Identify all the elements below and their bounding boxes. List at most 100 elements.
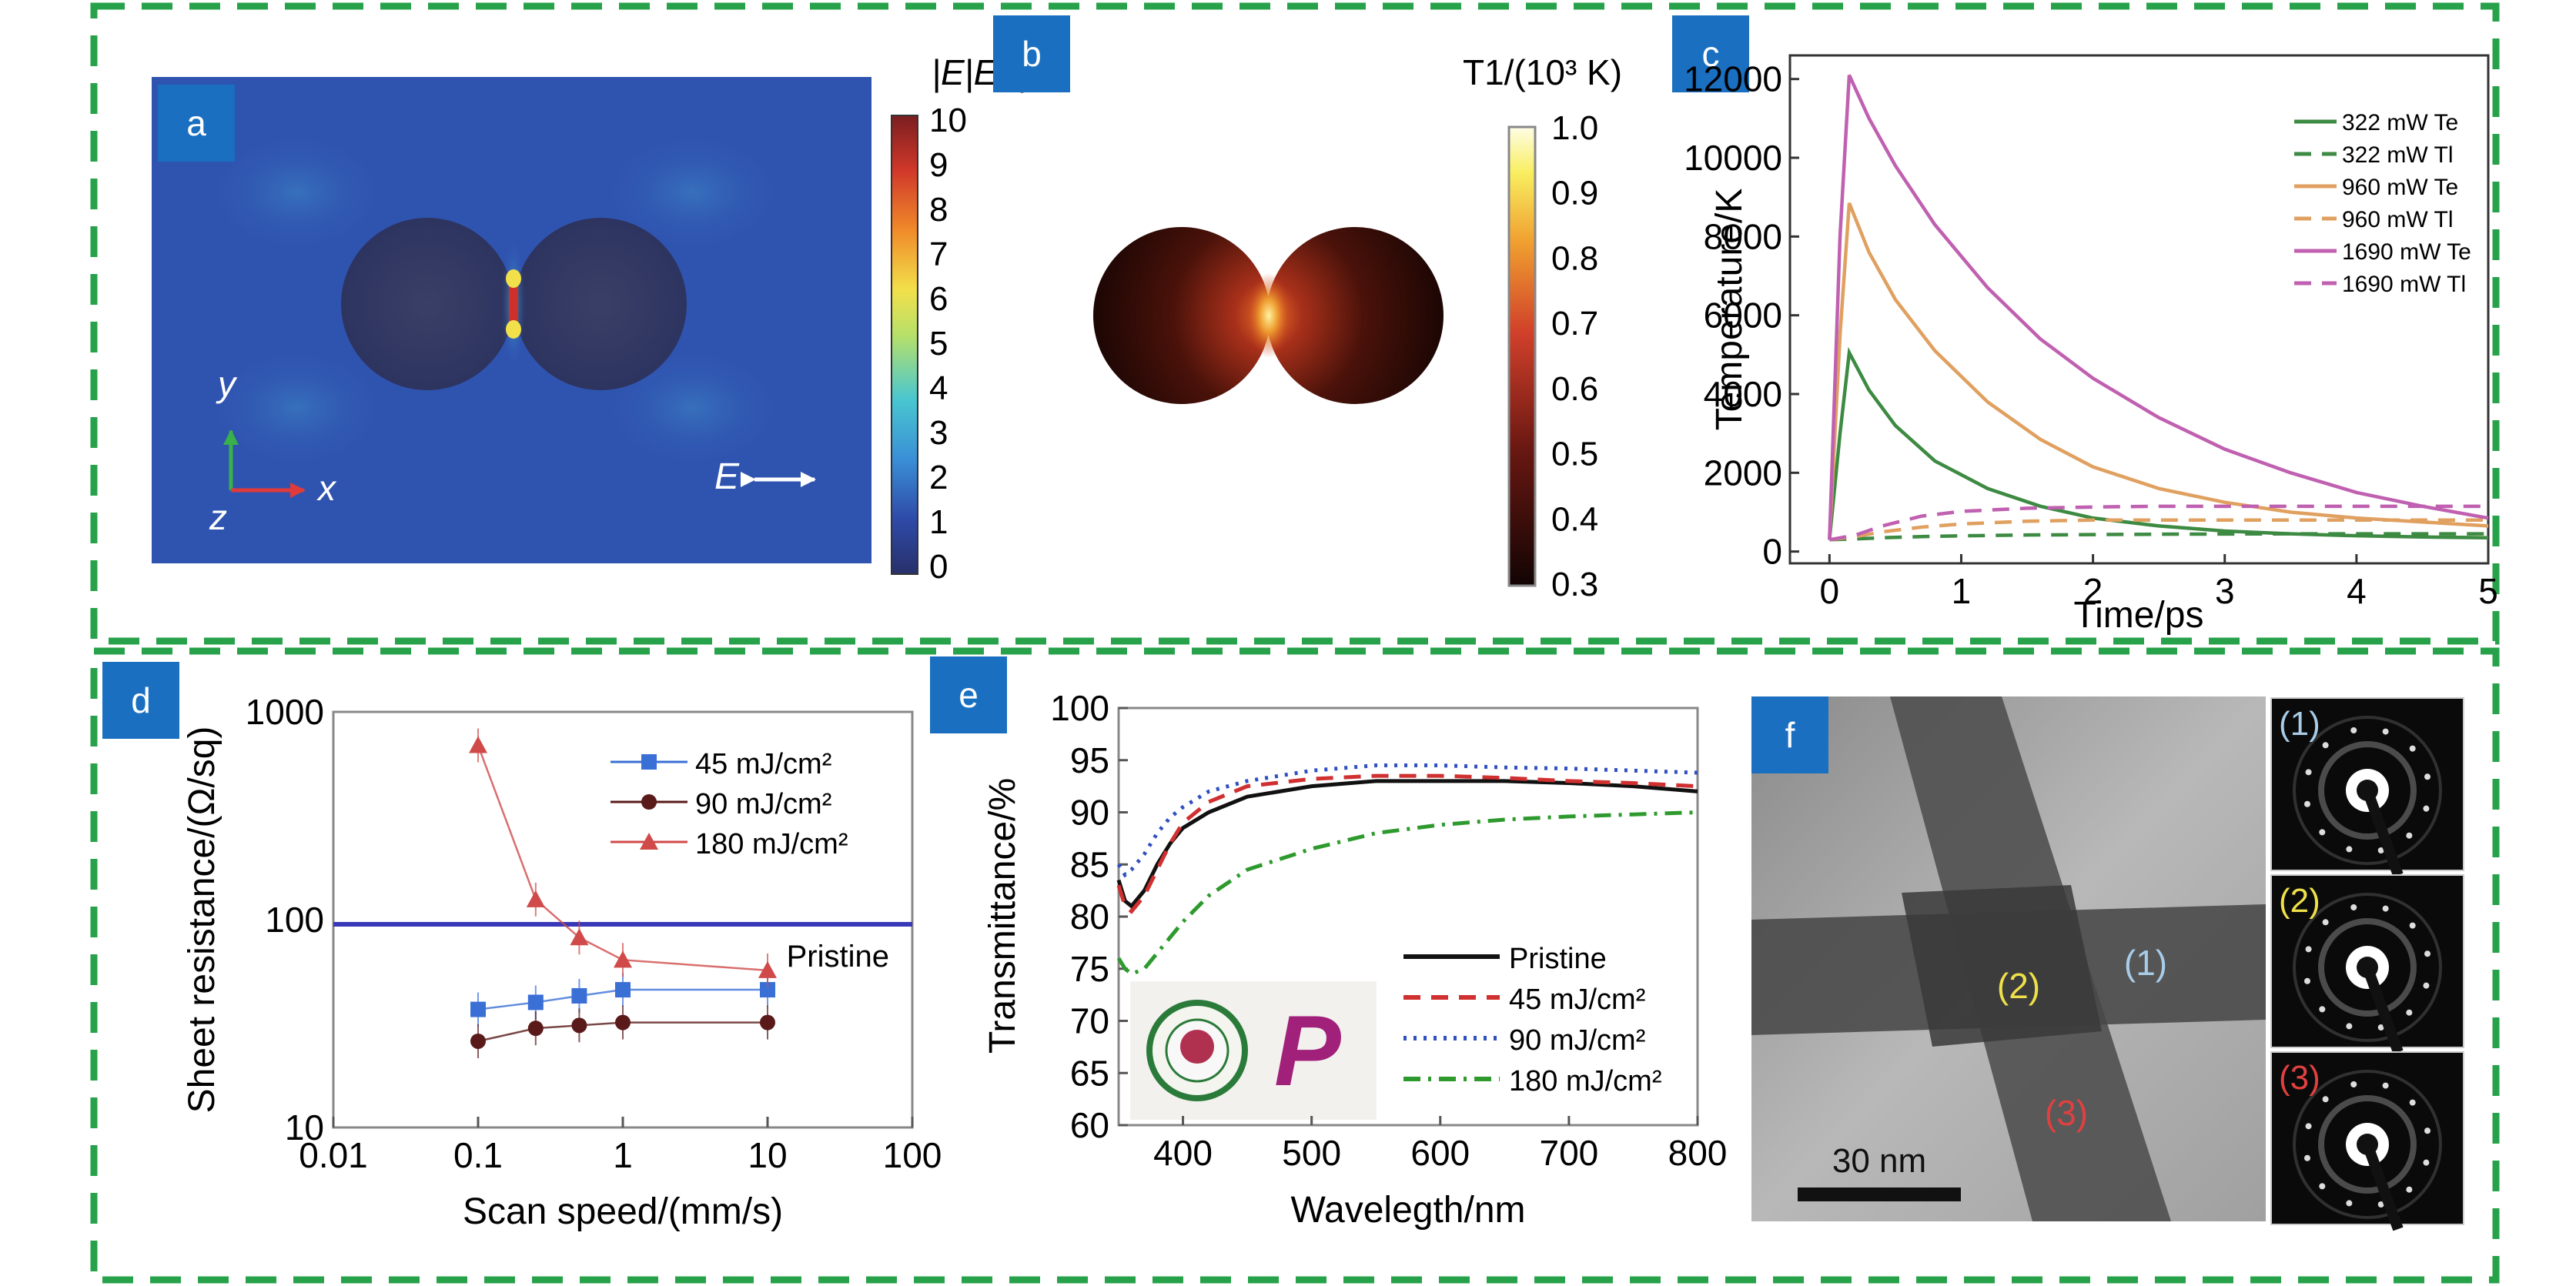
heated-particle-left [1093,227,1270,404]
axis-label-x: x [316,468,337,508]
plot-area-c [1788,54,2490,565]
panel-label-d: d [131,680,151,720]
chart-d: d 0.01 0.1 1 10 100 10 100 1000 Pristine 45 mJ/… [102,662,942,1232]
x-tick-label: 0.1 [453,1135,503,1175]
colorbar-tick-label: 1 [929,503,948,541]
legend-label: 960 mW Te [2342,175,2458,200]
y-axis-title-e: Transmittance/% [982,778,1023,1054]
y-tick-label: 65 [1070,1053,1109,1093]
colorbar-b [1507,125,1537,587]
x-axis-title-c: Time/ps [2074,595,2204,636]
chart-e: e P 400 500 600 700 800 60 65 70 75 80 85 90 95 100 P… [930,656,1727,1231]
colorbar-tick-label: 8 [929,191,948,229]
bottom-frame [90,647,2500,1284]
logo-letter-icon: P [1274,994,1341,1107]
legend-label: 960 mW Tl [2342,207,2453,232]
x-tick-label: 2 [2083,571,2103,611]
polarization-label: E [714,456,740,497]
x-tick-label: 700 [1540,1133,1599,1173]
y-tick-label: 0 [1762,532,1782,572]
inset-label: (1) [2279,705,2320,743]
panel-label-a: a [186,103,206,143]
data-point [571,987,587,1004]
gap-hotspot-b [1246,273,1292,358]
y-tick-label: 6000 [1704,296,1782,336]
panel-label-f: f [1785,715,1795,755]
data-point [470,1001,486,1017]
y-tick-label: 90 [1070,793,1109,833]
scale-bar-label: 30 nm [1832,1142,1926,1180]
x-tick-label: 800 [1668,1133,1728,1173]
colorbar-ticks-b: 1.0 0.9 0.8 0.7 0.6 0.5 0.4 0.3 [1551,109,1598,603]
y-tick-label: 10000 [1684,138,1782,178]
y-tick-label: 8000 [1704,216,1782,256]
x-tick-label: 1 [613,1135,633,1175]
panel-label-box-b [993,15,1070,92]
nanoparticle-left [341,218,514,390]
legend-label: 322 mW Tl [2342,142,2453,168]
colorbar-tick-label: 0.7 [1551,305,1598,342]
pristine-label: Pristine [787,940,889,974]
region-label-3: (3) [2045,1093,2088,1133]
y-tick-label: 2000 [1704,453,1782,493]
y-tick-label: 1000 [246,692,324,732]
legend-marker [640,833,658,850]
plot-area-d [332,710,914,1129]
region-label-2: (2) [1997,966,2040,1006]
colorbar-tick-label: 9 [929,146,948,184]
x-tick-label: 100 [883,1135,942,1175]
legend-marker [641,754,657,770]
legend-e: Pristine 45 mJ/cm² 90 mJ/cm² 180 mJ/cm² [1403,943,1661,1097]
beam-stop [2362,788,2404,877]
colorbar-tick-label: 0 [929,548,948,586]
axis-label-z: z [209,497,227,537]
x-tick-label: 0 [1820,571,1840,611]
legend-marker [641,794,657,810]
panel-label-box-c [1672,15,1749,92]
panel-label-box-f [1751,696,1828,773]
series-line-1 [1829,532,2488,542]
y-tick-label: 80 [1070,897,1109,937]
panel-label-c: c [1702,34,1720,74]
scale-bar [1798,1187,1961,1201]
y-tick-label: 10 [285,1107,324,1147]
series-line-2 [1828,202,2489,540]
x-tick-label: 400 [1153,1133,1213,1173]
colorbar-tick-label: 0.9 [1551,175,1598,212]
colorbar-tick-label: 6 [929,280,948,318]
colorbar-tick-label: 0.5 [1551,436,1598,473]
x-tick-label: 0.01 [299,1135,368,1175]
y-tick-label: 100 [1050,688,1109,728]
panel-label-box-a [158,85,235,162]
x-axis-title-d: Scan speed/(mm/s) [463,1191,783,1232]
data-point [614,950,632,968]
legend-label: 180 mJ/cm² [1509,1065,1661,1097]
x-tick-label: 3 [2215,571,2235,611]
gap-hotspot-a [509,281,518,327]
series-line-5 [1828,504,2488,542]
chart-c: c 0 1 2 3 4 5 0 2000 4000 6000 8000 10000 12000 322 … [1672,15,2498,636]
x-tick-label: 4 [2347,571,2367,611]
y-tick-label: 85 [1070,844,1109,884]
axis-label-y: y [216,364,238,404]
y-tick-label: 12000 [1684,59,1782,99]
data-point [571,1017,587,1034]
colorbar-tick-label: 0.8 [1551,239,1598,277]
y-axis-title-c: Temperature/K [1709,189,1750,431]
colorbar-tick-label: 0.4 [1551,500,1598,538]
colorbar-tick-label: 1.0 [1551,109,1598,147]
panel-label-box-d [102,662,179,739]
region-label-1: (1) [2124,943,2167,983]
panel-label-e: e [958,675,979,715]
data-point [469,736,487,753]
beam-stop [2362,965,2404,1054]
beam-stop [2362,1142,2404,1231]
nanoparticle-right [514,218,687,390]
legend-label: 90 mJ/cm² [695,788,831,820]
y-tick-label: 4000 [1704,374,1782,414]
data-point [615,1014,631,1030]
colorbar-tick-label: 0.6 [1551,370,1598,408]
x-tick-label: 1 [1952,571,1972,611]
